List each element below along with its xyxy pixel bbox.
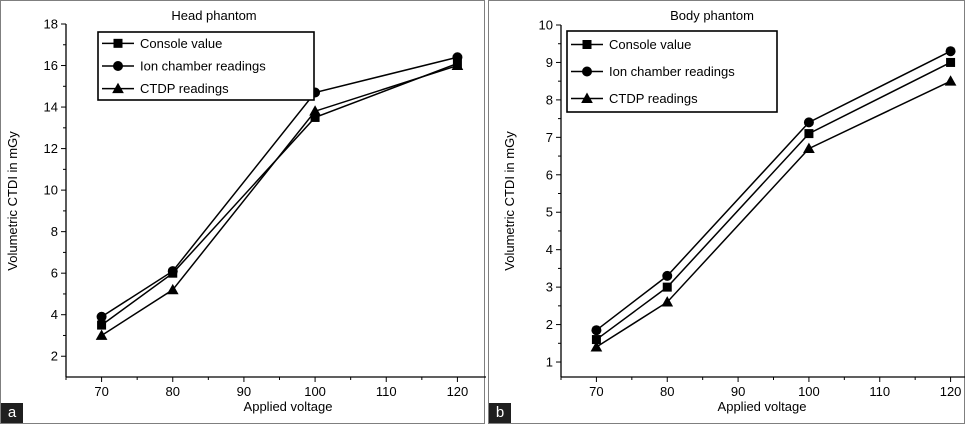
- legend-label-a-0: Console value: [140, 36, 222, 51]
- y-axis-label-a: Volumetric CTDI in mGy: [5, 131, 20, 271]
- data-point-b-2: [803, 142, 815, 154]
- x-tick-label-a: 70: [94, 384, 108, 399]
- x-tick-label-b: 80: [660, 384, 674, 399]
- x-tick-label-b: 110: [869, 384, 890, 399]
- data-point-a-1: [167, 266, 178, 277]
- legend-marker-a-1: [113, 61, 123, 71]
- data-point-b-1: [803, 117, 814, 128]
- y-tick-label-b: 6: [546, 167, 553, 182]
- data-point-a-1: [96, 311, 107, 322]
- y-tick-label-b: 2: [546, 317, 553, 332]
- data-point-b-0: [804, 129, 814, 139]
- data-point-b-2: [661, 296, 674, 307]
- x-tick-label-a: 90: [237, 384, 251, 399]
- data-point-a-2: [166, 283, 179, 295]
- y-axis-label-b: Volumetric CTDI in mGy: [502, 131, 517, 271]
- y-tick-label-b: 7: [546, 130, 553, 145]
- chart-panel-a: 2 4 6 8 10 12 14 16 18 70 80 90 100 110 120 Applied vol…: [0, 0, 486, 424]
- x-tick-label-b: 90: [731, 384, 745, 399]
- legend-label-b-0: Console value: [609, 37, 691, 52]
- x-tick-label-b: 120: [940, 384, 962, 399]
- data-point-b-1: [662, 270, 673, 281]
- data-point-a-1: [452, 52, 463, 63]
- x-axis-label-a: Applied voltage: [244, 399, 333, 414]
- legend-marker-b-1: [582, 66, 592, 77]
- x-tick-label-b: 70: [589, 384, 603, 399]
- legend-marker-b-2: [581, 92, 593, 103]
- y-tick-label-a: 4: [51, 307, 58, 322]
- series-line-a-0: [101, 62, 458, 326]
- data-point-a-2: [309, 105, 321, 116]
- y-tick-label-a: 10: [44, 183, 58, 198]
- data-point-b-0: [946, 57, 956, 67]
- data-point-b-0: [591, 335, 601, 345]
- data-point-b-1: [591, 325, 602, 336]
- y-tick-label-b: 4: [546, 242, 553, 257]
- y-tick-label-a: 14: [44, 100, 58, 115]
- chart-a-svg: 2 4 6 8 10 12 14 16 18 70 80 90 100 110 120 Applied vol…: [5, 8, 486, 414]
- y-tick-label-b: 10: [539, 18, 553, 33]
- x-tick-label-a: 80: [166, 384, 180, 399]
- y-tick-label-b: 3: [546, 280, 553, 295]
- chart-title-a: Head phantom: [171, 8, 256, 23]
- series-line-a-2: [101, 64, 458, 337]
- series-line-a-1: [101, 56, 458, 318]
- legend-marker-a-2: [112, 82, 124, 94]
- chart-panel-b: 1 2 3 4 5 6 7 8 9 10 70 80 90 100 110 120 Applied voltag…: [488, 0, 965, 424]
- legend-marker-b-0: [582, 40, 592, 49]
- panel-label-b: b: [489, 403, 511, 423]
- y-tick-label-b: 5: [546, 205, 553, 220]
- x-axis-label-b: Applied voltage: [718, 399, 807, 414]
- data-point-b-2: [590, 341, 603, 352]
- series-line-b-1: [595, 50, 951, 331]
- x-tick-label-a: 110: [376, 384, 397, 399]
- y-tick-label-a: 6: [51, 266, 58, 281]
- x-tick-label-a: 120: [447, 384, 469, 399]
- y-tick-label-b: 8: [546, 92, 553, 107]
- data-point-a-2: [95, 329, 108, 340]
- data-point-b-1: [945, 46, 956, 57]
- x-tick-label-a: 100: [304, 384, 326, 399]
- data-point-a-2: [451, 59, 464, 70]
- data-point-a-0: [310, 112, 320, 122]
- data-point-b-2: [944, 75, 957, 86]
- legend-marker-a-0: [113, 38, 123, 48]
- legend-label-a-1: Ion chamber readings: [140, 59, 266, 74]
- series-line-b-2: [596, 80, 951, 348]
- y-tick-label-a: 18: [44, 17, 58, 32]
- legend-label-a-2: CTDP readings: [140, 81, 229, 96]
- series-line-b-0: [595, 61, 951, 341]
- y-tick-label-b: 9: [546, 55, 553, 70]
- legend-label-b-2: CTDP readings: [609, 91, 698, 106]
- y-tick-label-a: 12: [44, 141, 58, 156]
- y-tick-label-a: 8: [51, 224, 58, 239]
- y-tick-label-a: 2: [51, 349, 58, 364]
- panel-label-a: a: [1, 403, 23, 423]
- y-tick-label-a: 16: [44, 58, 58, 73]
- data-point-b-0: [662, 282, 672, 292]
- legend-label-b-1: Ion chamber readings: [609, 64, 735, 79]
- chart-title-b: Body phantom: [670, 8, 754, 23]
- y-tick-label-b: 1: [546, 355, 553, 370]
- x-tick-label-b: 100: [798, 384, 820, 399]
- chart-b-svg: 1 2 3 4 5 6 7 8 9 10 70 80 90 100 110 120 Applied voltag…: [502, 8, 965, 414]
- data-point-a-0: [97, 320, 107, 330]
